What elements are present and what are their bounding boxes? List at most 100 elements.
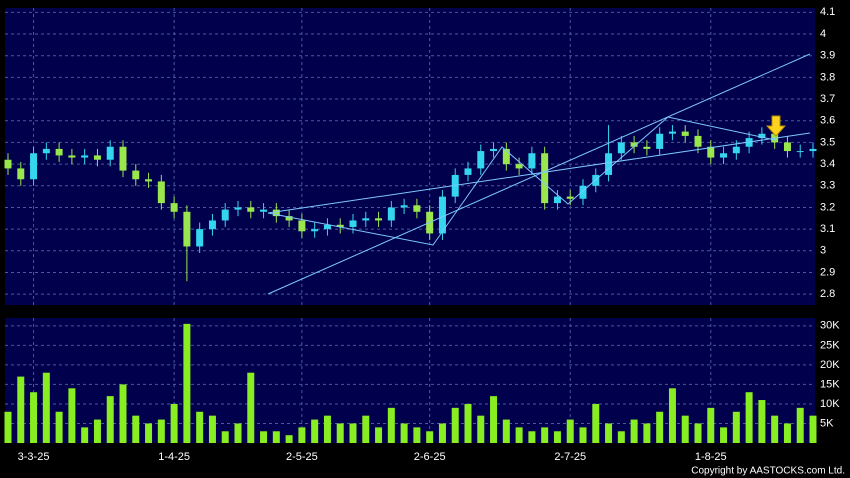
- candle-body: [285, 216, 293, 221]
- candle-body: [809, 148, 817, 152]
- y2-tick-label: 5K: [820, 417, 834, 429]
- volume-bar: [387, 407, 395, 443]
- candle-body: [566, 196, 574, 199]
- volume-bar: [783, 423, 791, 443]
- volume-bar: [464, 403, 472, 443]
- candle-body: [375, 218, 383, 221]
- volume-bar: [541, 427, 549, 443]
- volume-bar: [132, 415, 140, 443]
- volume-bar: [502, 419, 510, 443]
- candle-body: [81, 155, 89, 158]
- candle-body: [55, 148, 63, 156]
- volume-bar: [106, 396, 114, 443]
- volume-bar: [694, 423, 702, 443]
- volume-bar: [796, 407, 804, 443]
- y-tick-label: 3.7: [820, 93, 835, 105]
- volume-bar: [413, 427, 421, 443]
- candle-body: [17, 168, 25, 180]
- candle-body: [796, 151, 804, 153]
- volume-bar: [438, 423, 446, 443]
- candle-body: [349, 220, 357, 227]
- volume-bar: [362, 415, 370, 443]
- volume-bar: [745, 392, 753, 443]
- candle-body: [579, 185, 587, 199]
- y2-tick-label: 10K: [820, 398, 840, 410]
- candle-body: [668, 131, 676, 134]
- volume-bar: [451, 407, 459, 443]
- volume-bar: [490, 396, 498, 443]
- candle-body: [221, 209, 229, 221]
- y-tick-label: 3: [820, 245, 826, 257]
- volume-bar: [592, 403, 600, 443]
- candle-body: [298, 220, 306, 232]
- y-tick-label: 3.3: [820, 180, 835, 192]
- volume-bar: [809, 415, 817, 443]
- x-tick-label: 2-5-25: [286, 451, 318, 463]
- candle-body: [400, 205, 408, 208]
- volume-bar: [400, 423, 408, 443]
- volume-panel: [5, 318, 815, 443]
- grid: [5, 8, 815, 443]
- candle-body: [234, 207, 242, 210]
- volume-bar: [528, 431, 536, 443]
- candle-body: [630, 142, 638, 147]
- candle-body: [387, 207, 395, 221]
- volume-bar: [311, 419, 319, 443]
- candle-body: [362, 218, 370, 221]
- y-tick-label: 3.6: [820, 115, 835, 127]
- volume-bar: [260, 431, 268, 443]
- candle-body: [157, 181, 165, 204]
- candle-body: [336, 224, 344, 227]
- volume-bar: [81, 427, 89, 443]
- candle-body: [196, 229, 204, 247]
- volume-bar: [145, 423, 153, 443]
- volume-bar: [298, 427, 306, 443]
- candle-body: [643, 146, 651, 149]
- arrow-icon: [765, 115, 787, 137]
- trend-lines: [267, 53, 811, 295]
- volume-bar: [30, 392, 38, 443]
- candle-body: [783, 142, 791, 152]
- volume-bar: [579, 427, 587, 443]
- x-tick-label: 1-4-25: [158, 451, 190, 463]
- volume-bar: [272, 431, 280, 443]
- y-tick-label: 3.8: [820, 71, 835, 83]
- candle-body: [119, 146, 127, 171]
- volume-bar: [247, 372, 255, 443]
- volume-bar: [617, 431, 625, 443]
- y2-tick-label: 25K: [820, 339, 840, 351]
- y-tick-label: 3.2: [820, 201, 835, 213]
- volume-bar: [426, 431, 434, 443]
- volume-bar: [720, 427, 728, 443]
- zigzag-line: [267, 116, 776, 246]
- candle-body: [694, 135, 702, 147]
- y-tick-label: 3.4: [820, 158, 835, 170]
- volume-bar: [336, 423, 344, 443]
- volume-bar: [643, 423, 651, 443]
- candle-body: [464, 168, 472, 175]
- volume-bar: [170, 403, 178, 443]
- candle-body: [93, 155, 101, 160]
- candle-body: [553, 196, 561, 204]
- candle-body: [42, 148, 50, 154]
- volume-bar: [208, 415, 216, 443]
- candle-body: [260, 209, 268, 212]
- candle-body: [732, 146, 740, 154]
- y-tick-label: 4: [820, 28, 826, 40]
- x-tick-label: 1-8-25: [695, 451, 727, 463]
- price-panel: [5, 8, 815, 305]
- candle-body: [132, 170, 140, 180]
- candle-body: [656, 133, 664, 149]
- volume-bar: [285, 435, 293, 443]
- volume-bar: [119, 384, 127, 443]
- y-tick-label: 2.8: [820, 288, 835, 300]
- candle-body: [502, 148, 510, 165]
- candle-body: [311, 229, 319, 232]
- candle-body: [438, 196, 446, 234]
- volume-bar: [68, 388, 76, 443]
- candle-body: [515, 164, 523, 169]
- y2-tick-label: 15K: [820, 378, 840, 390]
- x-tick-label: 3-3-25: [18, 451, 50, 463]
- volume-bar: [630, 419, 638, 443]
- candle-body: [4, 159, 12, 169]
